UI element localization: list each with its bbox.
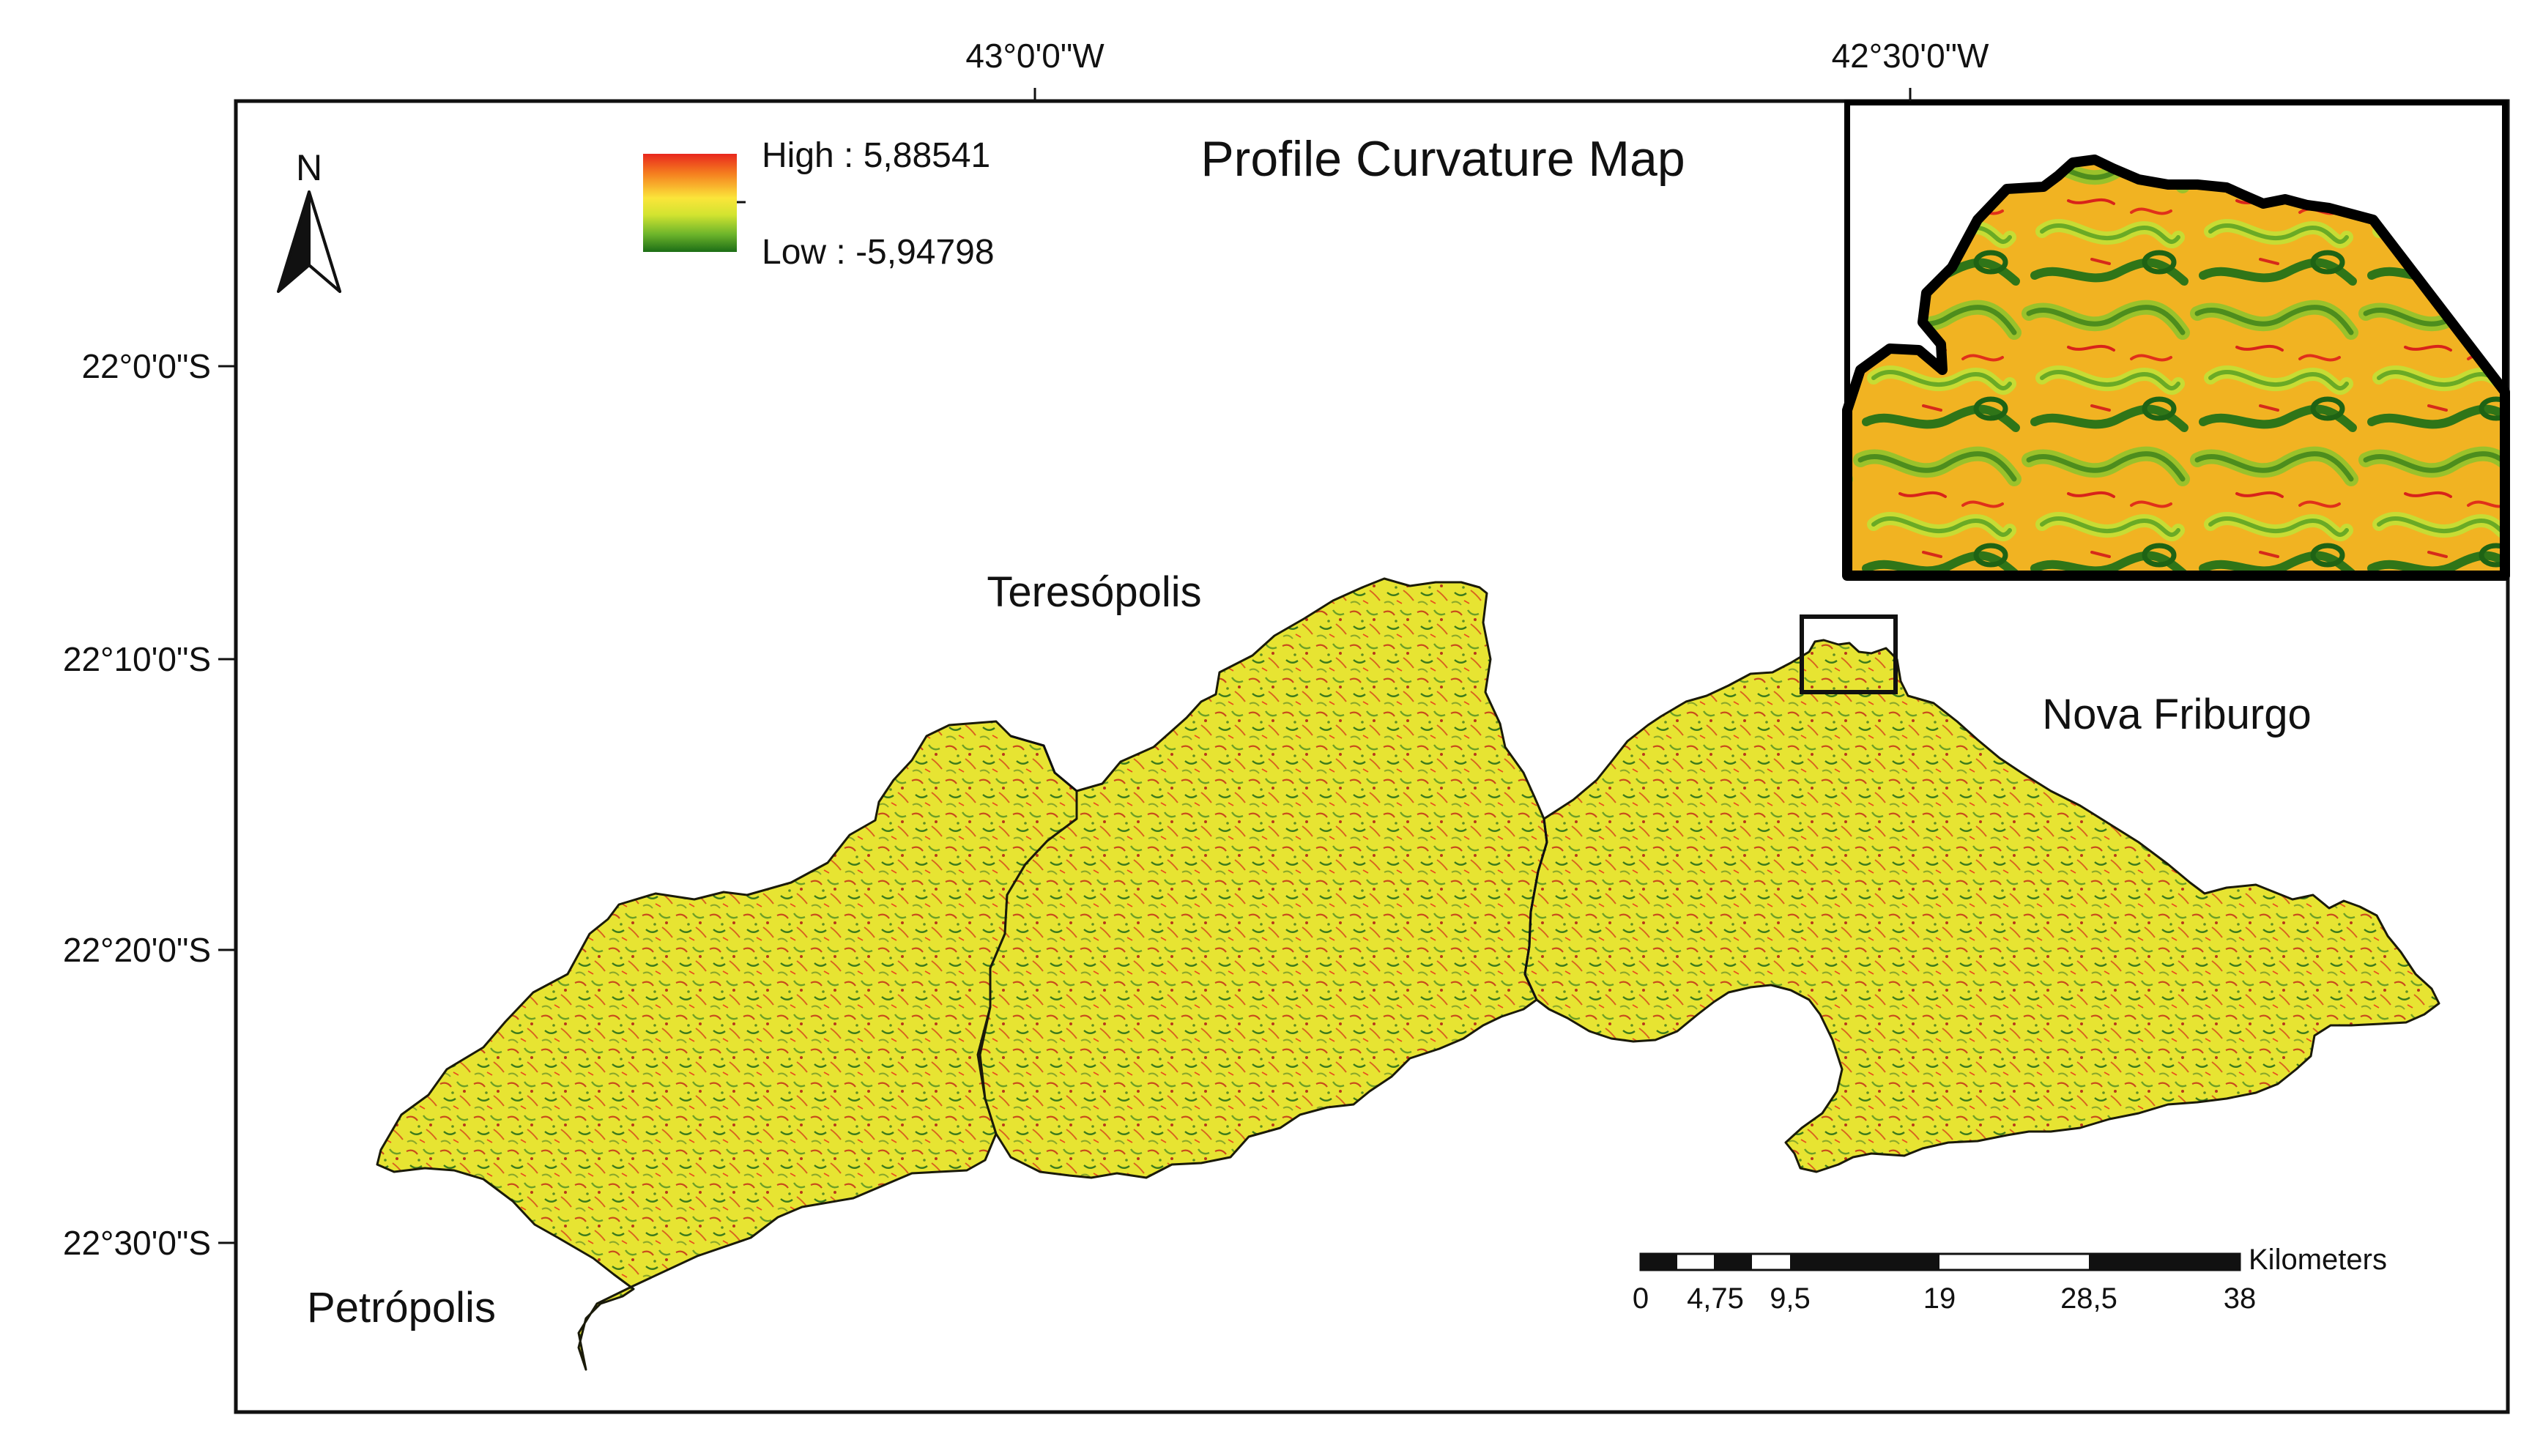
legend-low-label: Low : -5,94798	[762, 233, 995, 272]
legend-color-ramp	[643, 154, 737, 252]
inset-locator-box	[1800, 614, 1898, 694]
region-nova-friburgo	[1523, 639, 2440, 1173]
scale-tick-label: 9,5	[1770, 1282, 1811, 1315]
region-teresopolis	[979, 577, 1548, 1179]
legend-high-label: High : 5,88541	[762, 136, 990, 175]
inset-map	[1842, 100, 2510, 581]
region-petropolis	[376, 720, 1078, 1371]
latitude-label: 22°30'0"S	[63, 1224, 211, 1262]
north-arrow-icon: N	[277, 147, 341, 293]
latitude-label: 22°20'0"S	[63, 931, 211, 969]
region-label-petropolis: Petrópolis	[307, 1284, 496, 1331]
region-label-nova-friburgo: Nova Friburgo	[2042, 691, 2311, 738]
inset-raster	[1842, 155, 2510, 581]
boundary-line	[1010, 735, 1077, 792]
legend: High : 5,88541 Low : -5,94798	[643, 136, 995, 272]
scale-tick-label: 0	[1633, 1282, 1649, 1315]
region-label-teresopolis: Teresópolis	[987, 568, 1201, 616]
boundary-line	[1523, 818, 1548, 1000]
scale-tick-label: 28,5	[2060, 1282, 2117, 1315]
map-title: Profile Curvature Map	[1200, 131, 1685, 187]
latitude-label: 22°0'0"S	[81, 347, 211, 385]
scale-tick-label: 38	[2224, 1282, 2257, 1315]
municipalities	[376, 577, 2440, 1371]
scale-tick-label: 19	[1923, 1282, 1956, 1315]
scale-bar: Kilometers 0 4,75 9,5 19 28,5 38	[1633, 1244, 2387, 1315]
inset-frame	[1844, 100, 2508, 580]
scale-tick-label: 4,75	[1687, 1282, 1744, 1315]
longitude-label: 42°30'0"W	[1832, 37, 1989, 75]
longitude-label: 43°0'0"W	[965, 37, 1105, 75]
scale-unit-label: Kilometers	[2249, 1244, 2387, 1276]
north-label: N	[296, 147, 322, 188]
graticule-ticks	[218, 88, 1912, 1244]
latitude-label: 22°10'0"S	[63, 640, 211, 678]
